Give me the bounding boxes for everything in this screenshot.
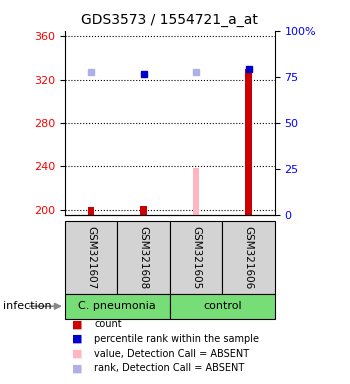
Text: count: count <box>94 319 122 329</box>
Bar <box>170 294 275 319</box>
Bar <box>140 206 147 215</box>
Bar <box>245 69 252 215</box>
Bar <box>65 294 170 319</box>
Text: ■: ■ <box>72 363 82 373</box>
Text: ■: ■ <box>72 334 82 344</box>
Text: GSM321607: GSM321607 <box>86 226 96 289</box>
Text: GSM321605: GSM321605 <box>191 226 201 289</box>
Text: GSM321606: GSM321606 <box>244 226 253 289</box>
Text: C. pneumonia: C. pneumonia <box>78 301 156 311</box>
Text: ■: ■ <box>72 319 82 329</box>
Title: GDS3573 / 1554721_a_at: GDS3573 / 1554721_a_at <box>81 13 258 27</box>
Text: control: control <box>203 301 242 311</box>
Bar <box>170 221 222 294</box>
Bar <box>193 207 199 215</box>
Text: rank, Detection Call = ABSENT: rank, Detection Call = ABSENT <box>94 363 245 373</box>
Bar <box>193 169 199 215</box>
Text: percentile rank within the sample: percentile rank within the sample <box>94 334 259 344</box>
Bar <box>222 221 275 294</box>
Text: value, Detection Call = ABSENT: value, Detection Call = ABSENT <box>94 349 250 359</box>
Text: ■: ■ <box>72 349 82 359</box>
Bar <box>88 207 94 215</box>
Text: infection: infection <box>4 301 52 311</box>
Bar <box>117 221 170 294</box>
Text: GSM321608: GSM321608 <box>139 226 148 289</box>
Bar <box>65 221 117 294</box>
